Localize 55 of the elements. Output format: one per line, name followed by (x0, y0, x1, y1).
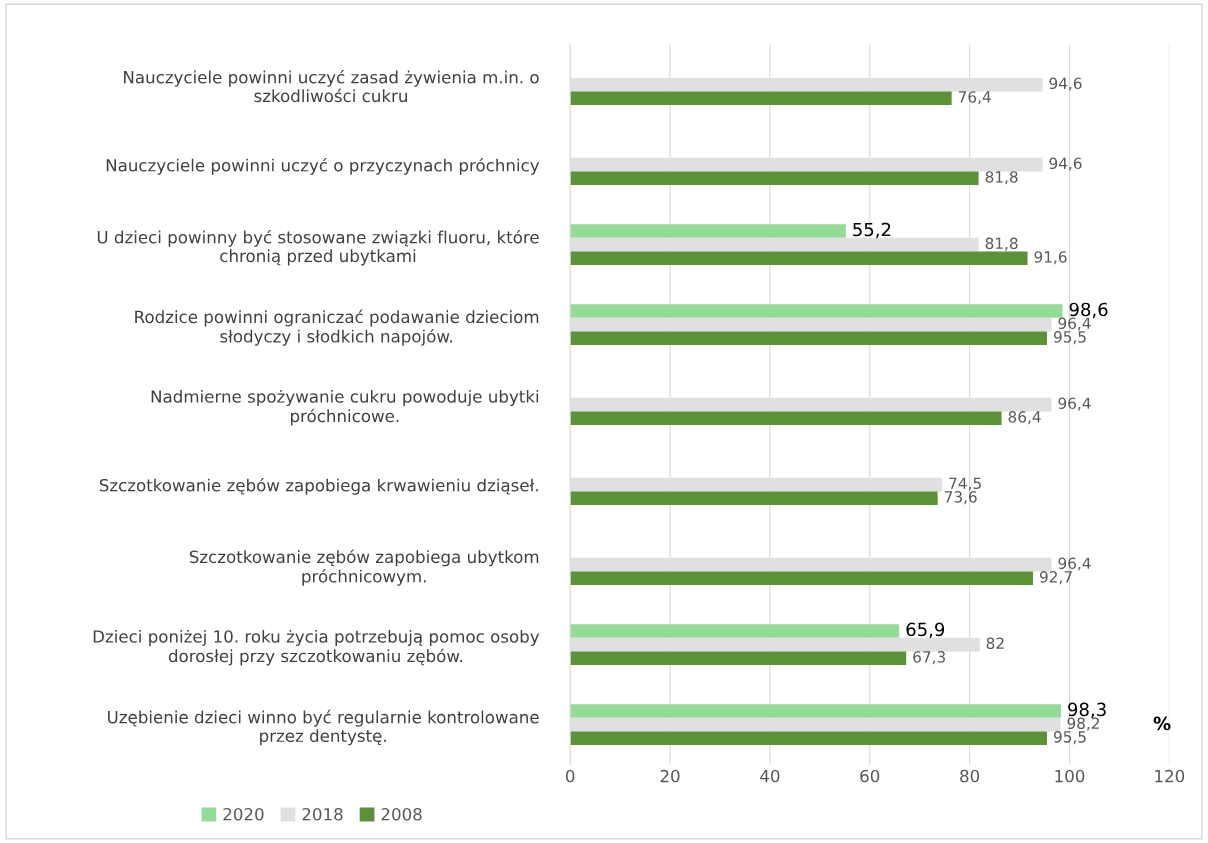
data-label: 98,3 (1068, 702, 1106, 719)
y-tick-label: Nauczyciele powinni uczyć zasad żywienia m.in. o szkodliwości cukru (124, 69, 539, 103)
y-tick-label: Nauczyciele powinni uczyć o przyczynach próchnicy (106, 158, 540, 175)
x-tick-label: 80 (960, 769, 980, 783)
data-label: 96,4 (1058, 557, 1091, 571)
data-label: 96,4 (1058, 397, 1091, 411)
legend-label: 2008 (381, 807, 422, 821)
bar (570, 704, 1061, 718)
x-tick-label: 100 (1055, 769, 1085, 783)
bar (570, 91, 952, 106)
data-label: 95,5 (1053, 331, 1086, 345)
y-tick-label: Dzieci poniżej 10. roku życia potrzebują pomoc osoby dorosłej przy szczotkowaniu zębów. (93, 629, 540, 666)
data-label: 92,7 (1039, 571, 1072, 585)
bar (570, 651, 907, 666)
bar (570, 251, 1028, 266)
data-label: 98,2 (1067, 717, 1099, 731)
bar (570, 491, 938, 506)
data-label: 95,5 (1053, 731, 1086, 745)
y-tick-label: Szczotkowanie zębów zapobiega ubytkom próchnicowym. (189, 549, 539, 586)
bar (570, 331, 1048, 346)
data-label: 86,4 (1008, 411, 1041, 425)
x-tick-label: 20 (660, 769, 680, 783)
bar (570, 571, 1034, 586)
x-tick-label: 40 (760, 769, 780, 783)
data-label: 91,6 (1034, 251, 1067, 265)
data-label: 98,6 (1069, 302, 1108, 319)
data-label: 55,2 (853, 222, 891, 239)
x-tick-label: 120 (1155, 769, 1185, 783)
x-tick-label: 60 (860, 769, 880, 783)
data-label: 67,3 (913, 651, 945, 665)
bar (570, 624, 900, 638)
legend-label: 2020 (223, 807, 264, 821)
bar (570, 731, 1048, 745)
y-tick-label: Uzębienie dzieci winno być regularnie kontrolowane przez dentystę. (108, 709, 539, 746)
y-tick-label: Nadmierne spożywanie cukru powoduje ubytki próchnicowe. (151, 389, 539, 426)
data-label: 73,6 (944, 491, 977, 505)
bar (570, 304, 1063, 318)
data-label: 96,4 (1058, 317, 1091, 331)
data-label: 76,4 (958, 91, 991, 105)
data-label: 82 (986, 637, 1004, 650)
legend-label: 2018 (302, 807, 343, 821)
bar (570, 411, 1002, 426)
data-label: 94,6 (1049, 77, 1082, 91)
bar (570, 171, 979, 186)
y-tick-label: U dzieci powinny być stosowane związki fluoru, które chronią przed ubytkami (97, 229, 539, 266)
y-tick-label: Rodzice powinni ograniczać podawanie dzieciom słodyczy i słodkich napojów. (135, 309, 539, 346)
y-tick-label: Szczotkowanie zębów zapobiega krwawieniu dziąseł. (99, 477, 538, 495)
data-label: 81,8 (985, 171, 1018, 185)
x-tick-label: 0 (565, 769, 575, 783)
data-label: 74,5 (949, 477, 981, 491)
data-label: 65,9 (906, 622, 945, 639)
bar (570, 224, 846, 238)
data-label: 94,6 (1049, 157, 1082, 171)
data-label: 81,8 (985, 237, 1018, 251)
annotation: % (1153, 716, 1171, 731)
